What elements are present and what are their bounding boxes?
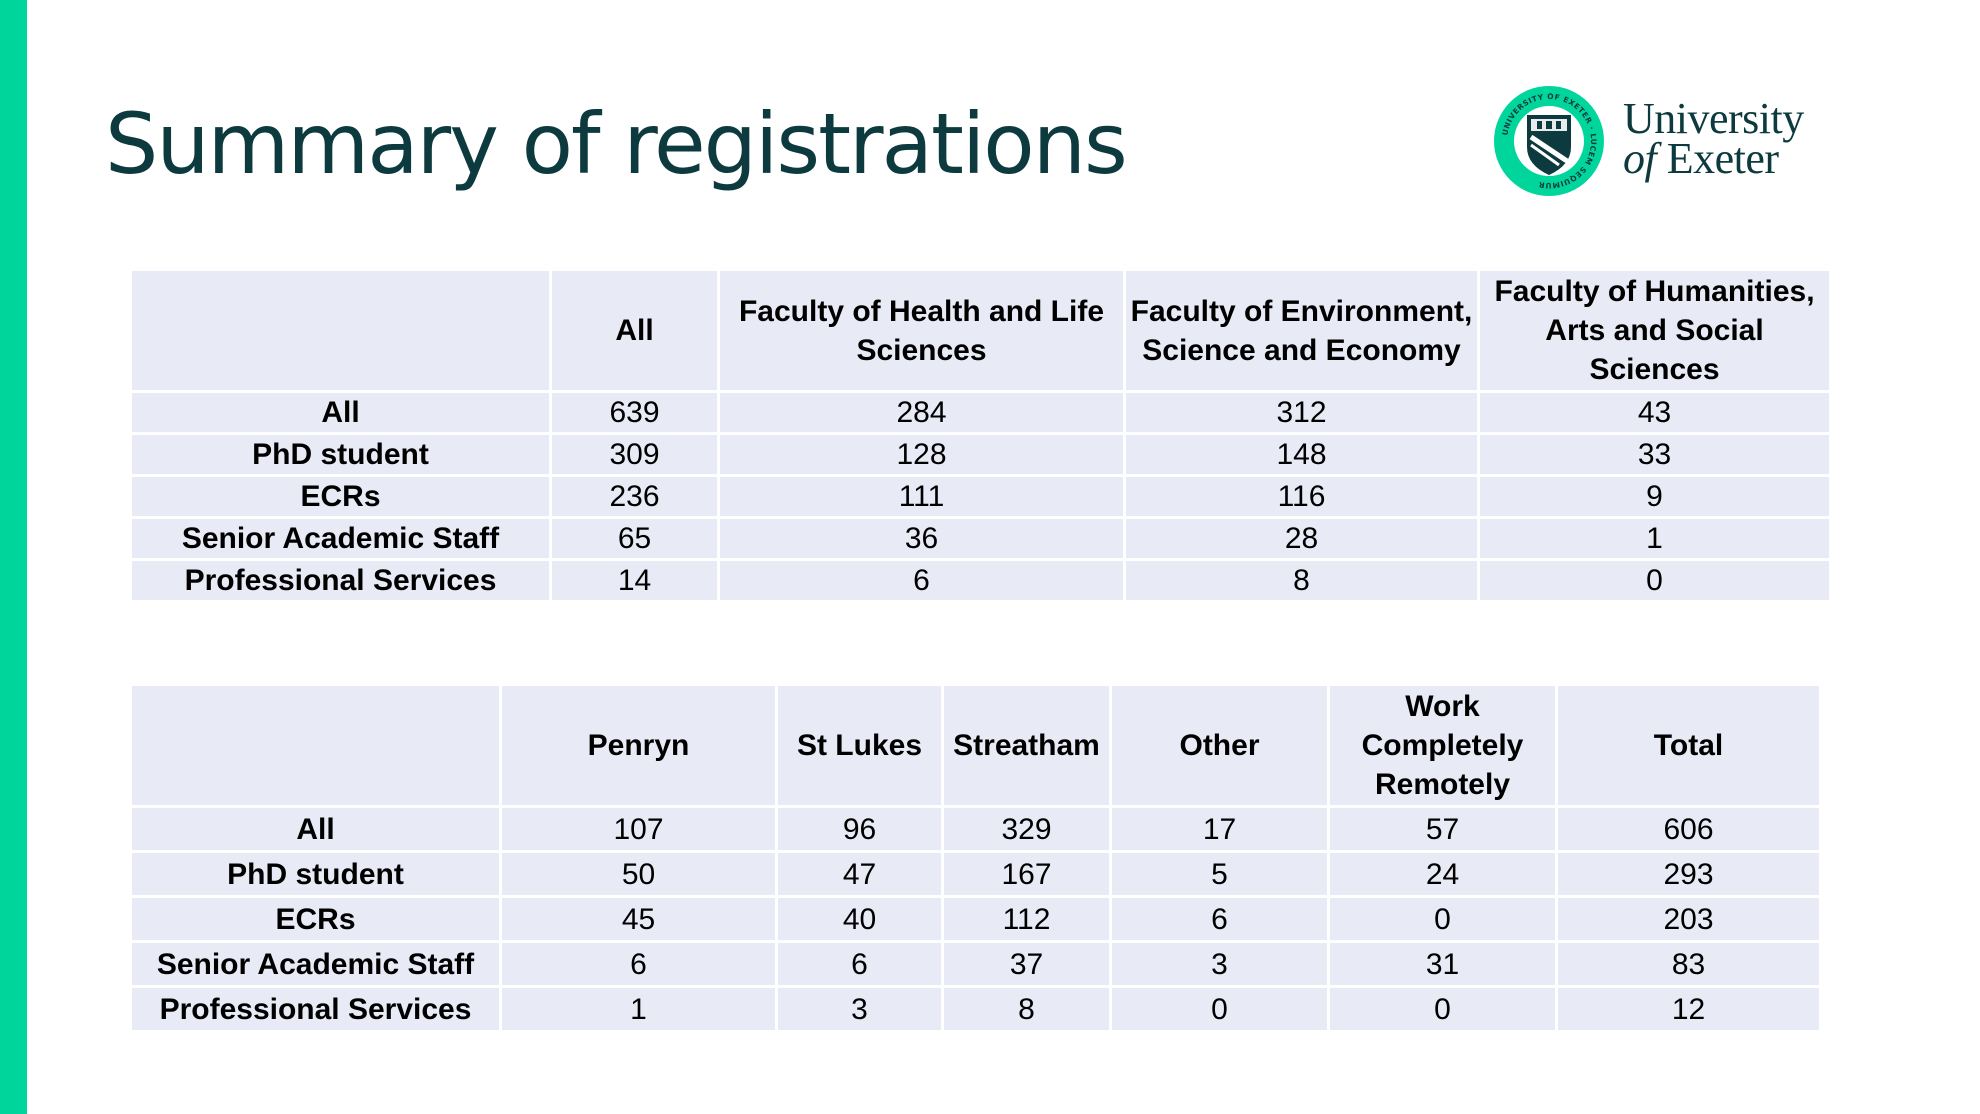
- table-cell: 24: [1327, 850, 1558, 898]
- table-cell: 8: [1123, 558, 1480, 603]
- table-cell: 312: [1123, 390, 1480, 435]
- header-cell: Faculty of Humanities, Arts and Social S…: [1477, 268, 1832, 393]
- table-row: Senior Academic Staff 65 36 28 1: [129, 516, 1832, 561]
- table-row: PhD student 50 47 167 5 24 293: [129, 850, 1822, 898]
- header-cell: Streatham: [941, 683, 1112, 808]
- table-cell: 47: [775, 850, 944, 898]
- table-cell: 33: [1477, 432, 1832, 477]
- table-header-row: Penryn St Lukes Streatham Other Work Com…: [129, 683, 1822, 808]
- table-cell: 309: [549, 432, 720, 477]
- table-cell: 112: [941, 895, 1112, 943]
- table-cell: 167: [941, 850, 1112, 898]
- row-label: Senior Academic Staff: [129, 516, 552, 561]
- header-cell: Other: [1109, 683, 1330, 808]
- table-cell: 45: [499, 895, 778, 943]
- table-cell: 116: [1123, 474, 1480, 519]
- university-logo: UNIVERSITY OF EXETER · LUCEM SEQUIMUR Un…: [1493, 85, 1823, 197]
- row-label: All: [129, 805, 502, 853]
- faculty-registrations-table: All Faculty of Health and Life Sciences …: [129, 268, 1832, 603]
- header-cell: All: [549, 268, 720, 393]
- table-cell: 36: [717, 516, 1126, 561]
- header-cell: Total: [1555, 683, 1822, 808]
- table-row: All 639 284 312 43: [129, 390, 1832, 435]
- accent-bar: [0, 0, 27, 1114]
- table-cell: 17: [1109, 805, 1330, 853]
- row-label: ECRs: [129, 474, 552, 519]
- table-cell: 37: [941, 940, 1112, 988]
- table-cell: 0: [1109, 985, 1330, 1033]
- table-cell: 236: [549, 474, 720, 519]
- row-label: ECRs: [129, 895, 502, 943]
- table-cell: 5: [1109, 850, 1330, 898]
- table-cell: 57: [1327, 805, 1558, 853]
- table-cell: 31: [1327, 940, 1558, 988]
- table-cell: 28: [1123, 516, 1480, 561]
- table-cell: 43: [1477, 390, 1832, 435]
- row-label: Professional Services: [129, 558, 552, 603]
- table-row: Professional Services 14 6 8 0: [129, 558, 1832, 603]
- header-cell: [129, 268, 552, 393]
- table-cell: 293: [1555, 850, 1822, 898]
- row-label: PhD student: [129, 432, 552, 477]
- logo-wordmark: University of Exeter: [1623, 94, 1804, 183]
- table-cell: 50: [499, 850, 778, 898]
- table-cell: 3: [1109, 940, 1330, 988]
- table-cell: 83: [1555, 940, 1822, 988]
- page-title: Summary of registrations: [105, 95, 1128, 193]
- table-cell: 203: [1555, 895, 1822, 943]
- table-cell: 9: [1477, 474, 1832, 519]
- row-label: All: [129, 390, 552, 435]
- table-cell: 6: [717, 558, 1126, 603]
- header-cell: Penryn: [499, 683, 778, 808]
- table-row: Professional Services 1 3 8 0 0 12: [129, 985, 1822, 1033]
- table-cell: 148: [1123, 432, 1480, 477]
- table-row: Senior Academic Staff 6 6 37 3 31 83: [129, 940, 1822, 988]
- table-row: ECRs 45 40 112 6 0 203: [129, 895, 1822, 943]
- table-cell: 284: [717, 390, 1126, 435]
- table-row: All 107 96 329 17 57 606: [129, 805, 1822, 853]
- row-label: Senior Academic Staff: [129, 940, 502, 988]
- table-cell: 1: [499, 985, 778, 1033]
- table-cell: 8: [941, 985, 1112, 1033]
- table-cell: 128: [717, 432, 1126, 477]
- header-cell: St Lukes: [775, 683, 944, 808]
- table-cell: 6: [775, 940, 944, 988]
- table-cell: 606: [1555, 805, 1822, 853]
- row-label: PhD student: [129, 850, 502, 898]
- table-header-row: All Faculty of Health and Life Sciences …: [129, 268, 1832, 393]
- header-cell: Work Completely Remotely: [1327, 683, 1558, 808]
- table-cell: 0: [1327, 985, 1558, 1033]
- table-cell: 14: [549, 558, 720, 603]
- header-cell: Faculty of Environment, Science and Econ…: [1123, 268, 1480, 393]
- table-cell: 639: [549, 390, 720, 435]
- row-label: Professional Services: [129, 985, 502, 1033]
- table-cell: 6: [499, 940, 778, 988]
- table-cell: 111: [717, 474, 1126, 519]
- table-row: PhD student 309 128 148 33: [129, 432, 1832, 477]
- header-cell: Faculty of Health and Life Sciences: [717, 268, 1126, 393]
- university-seal-icon: UNIVERSITY OF EXETER · LUCEM SEQUIMUR: [1494, 86, 1604, 196]
- table-cell: 12: [1555, 985, 1822, 1033]
- table-cell: 40: [775, 895, 944, 943]
- table-cell: 0: [1477, 558, 1832, 603]
- table-cell: 96: [775, 805, 944, 853]
- table-cell: 3: [775, 985, 944, 1033]
- table-cell: 1: [1477, 516, 1832, 561]
- campus-registrations-table: Penryn St Lukes Streatham Other Work Com…: [129, 683, 1822, 1033]
- table-cell: 65: [549, 516, 720, 561]
- table-cell: 0: [1327, 895, 1558, 943]
- table-cell: 107: [499, 805, 778, 853]
- header-cell: [129, 683, 502, 808]
- table-cell: 6: [1109, 895, 1330, 943]
- table-row: ECRs 236 111 116 9: [129, 474, 1832, 519]
- table-cell: 329: [941, 805, 1112, 853]
